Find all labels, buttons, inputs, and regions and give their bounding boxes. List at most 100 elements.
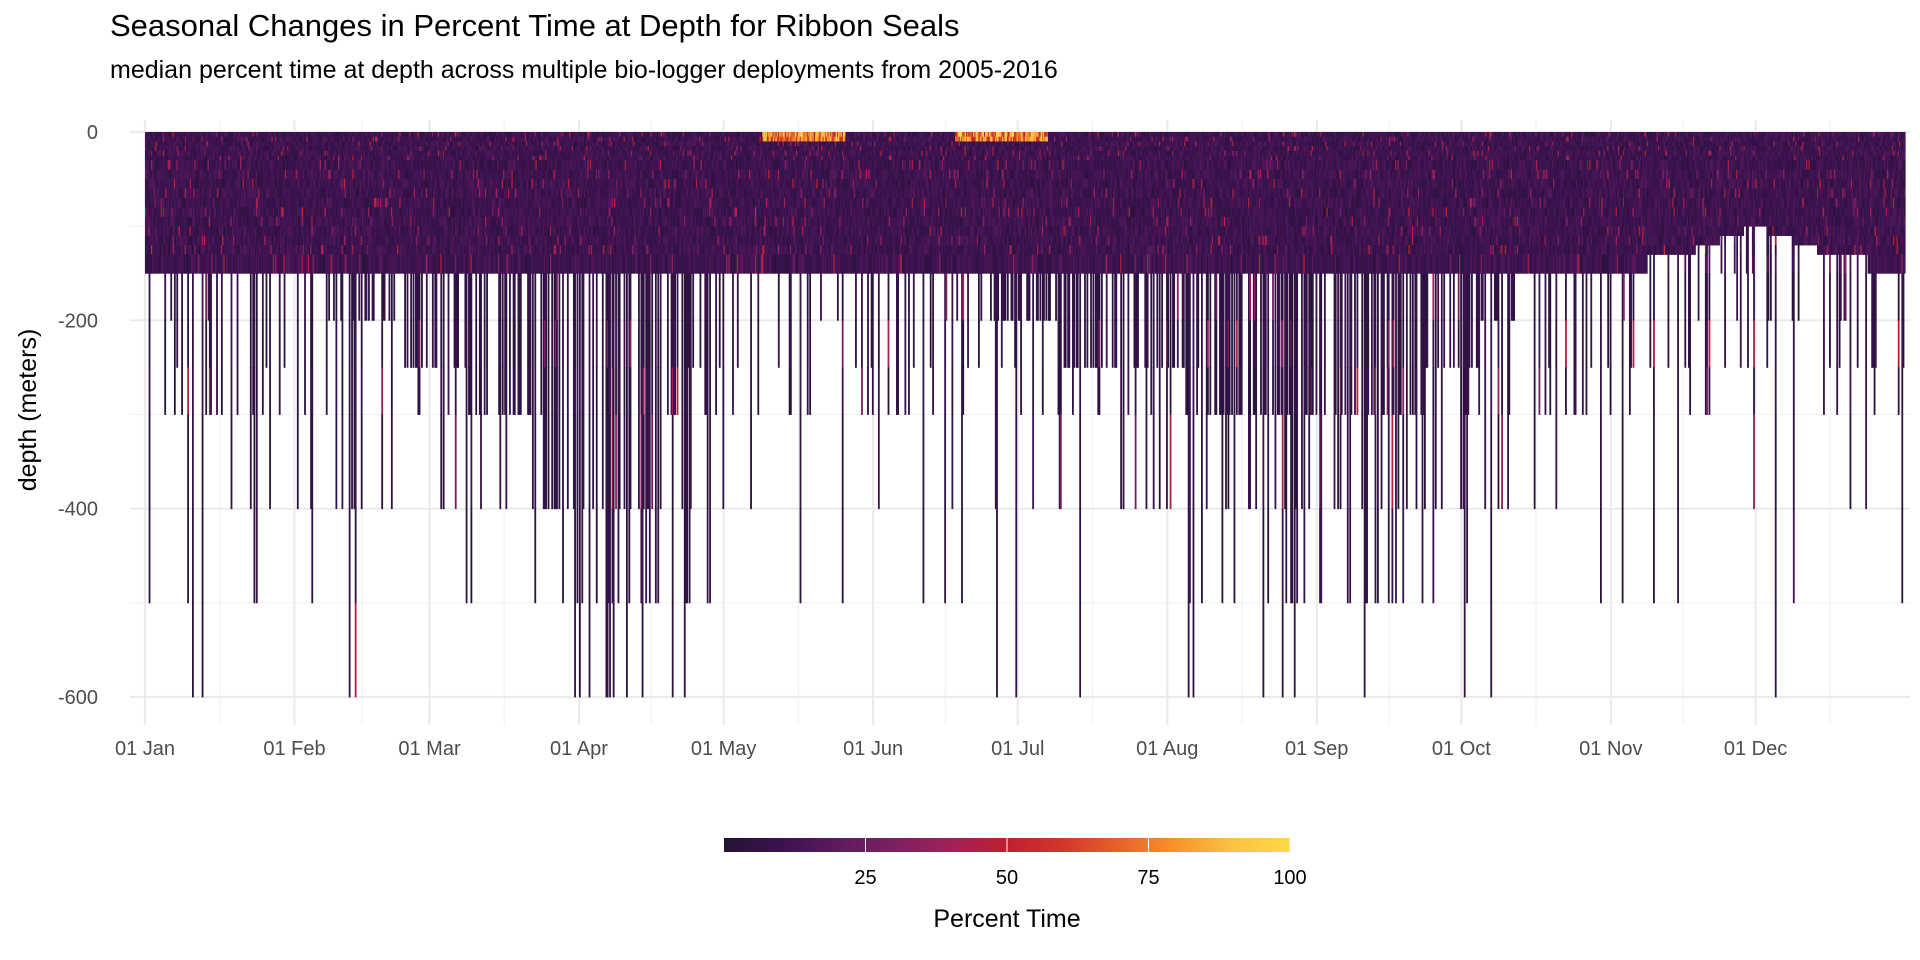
heatmap-tile: [269, 367, 271, 414]
heatmap-tile: [466, 415, 468, 510]
heatmap-tile: [466, 320, 468, 367]
heatmap-tile: [475, 367, 477, 414]
heatmap-tile: [373, 273, 375, 320]
heatmap-tile: [266, 320, 268, 367]
heatmap-tile: [355, 320, 357, 367]
heatmap-tile: [381, 415, 383, 510]
heatmap-tile: [349, 273, 351, 320]
heatmap-tile: [413, 273, 415, 320]
heatmap-tile: [250, 273, 252, 320]
heatmap-tile: [326, 320, 328, 367]
heatmap-tile: [149, 415, 151, 510]
heatmap-tile: [304, 367, 306, 414]
heatmap-tile: [426, 273, 428, 320]
heatmap-tile: [355, 603, 357, 698]
heatmap-tile: [455, 367, 457, 414]
heatmap-tile: [170, 273, 172, 320]
heatmap-tile: [231, 320, 233, 367]
heatmap-tile: [426, 320, 428, 367]
heatmap-tile: [355, 509, 357, 604]
heatmap-tile: [210, 273, 212, 320]
heatmap-tile: [419, 320, 421, 367]
heatmap-tile: [335, 415, 337, 510]
heatmap-tile: [391, 415, 393, 510]
heatmap-tile: [470, 509, 472, 604]
heatmap-tile: [326, 273, 328, 320]
heatmap-tile: [231, 367, 233, 414]
heatmap-tile: [297, 367, 299, 414]
heatmap-tile: [187, 320, 189, 367]
heatmap-tile: [384, 273, 386, 320]
heatmap-tile: [361, 273, 363, 320]
heatmap-tile: [256, 367, 258, 414]
heatmap-tile: [311, 509, 313, 604]
heatmap-tile: [355, 273, 357, 320]
heatmap-tile: [256, 273, 258, 320]
heatmap-tile: [149, 509, 151, 604]
heatmap-tile: [448, 367, 450, 414]
heatmap-tile: [262, 320, 264, 367]
heatmap-tile: [470, 273, 472, 320]
heatmap-tile: [404, 320, 406, 367]
heatmap-tile: [391, 273, 393, 320]
heatmap-tile: [470, 320, 472, 367]
heatmap-tile: [351, 415, 353, 510]
heatmap-tile: [284, 320, 286, 367]
heatmap-tile: [202, 509, 204, 604]
heatmap-tile: [421, 273, 423, 320]
heatmap-tile: [192, 273, 194, 320]
heatmap-tile: [413, 320, 415, 367]
heatmap-tile: [410, 273, 412, 320]
heatmap-tile: [304, 273, 306, 320]
heatmap-tile: [443, 273, 445, 320]
heatmap-tile: [181, 320, 183, 367]
heatmap-tile: [221, 273, 223, 320]
heatmap-tile: [237, 367, 239, 414]
heatmap-tile: [448, 320, 450, 367]
heatmap-tile: [253, 509, 255, 604]
heatmap-tile: [443, 367, 445, 414]
heatmap-tile: [440, 320, 442, 367]
heatmap-tile: [221, 367, 223, 414]
heatmap-tile: [335, 320, 337, 367]
heatmap-tile: [149, 367, 151, 414]
heatmap-tile: [174, 273, 176, 320]
heatmap-tile: [391, 320, 393, 367]
heatmap-tile: [164, 367, 166, 414]
heatmap-tile: [181, 367, 183, 414]
heatmap-tile: [297, 273, 299, 320]
heatmap-tile: [149, 320, 151, 367]
heatmap-tile: [381, 367, 383, 414]
heatmap-tile: [269, 320, 271, 367]
heatmap-tile: [205, 367, 207, 414]
heatmap-tile: [216, 367, 218, 414]
heatmap-tile: [202, 415, 204, 510]
heatmap-tile: [440, 273, 442, 320]
heatmap-tile: [328, 273, 330, 320]
heatmap-tile: [341, 367, 343, 414]
heatmap-tile: [192, 509, 194, 604]
heatmap-tile: [466, 509, 468, 604]
heatmap-tile: [176, 320, 178, 367]
heatmap-tile: [448, 273, 450, 320]
heatmap-tile: [256, 509, 258, 604]
heatmap-tile: [216, 320, 218, 367]
heatmap-tile: [351, 320, 353, 367]
heatmap-tile: [349, 603, 351, 698]
heatmap-tile: [457, 320, 459, 367]
heatmap-tile: [341, 273, 343, 320]
heatmap-tile: [279, 320, 281, 367]
heatmap-tile: [333, 273, 335, 320]
heatmap-tile: [349, 509, 351, 604]
heatmap-tile: [210, 367, 212, 414]
heatmap-tile: [351, 367, 353, 414]
heatmap-tile: [202, 603, 204, 698]
heatmap-tile: [455, 415, 457, 510]
heatmap-tile: [284, 273, 286, 320]
heatmap-tile: [174, 320, 176, 367]
heatmap-tile: [341, 320, 343, 367]
heatmap-tile: [470, 415, 472, 510]
heatmap-tile: [410, 320, 412, 367]
heatmap-tile: [457, 273, 459, 320]
heatmap-tile: [335, 367, 337, 414]
